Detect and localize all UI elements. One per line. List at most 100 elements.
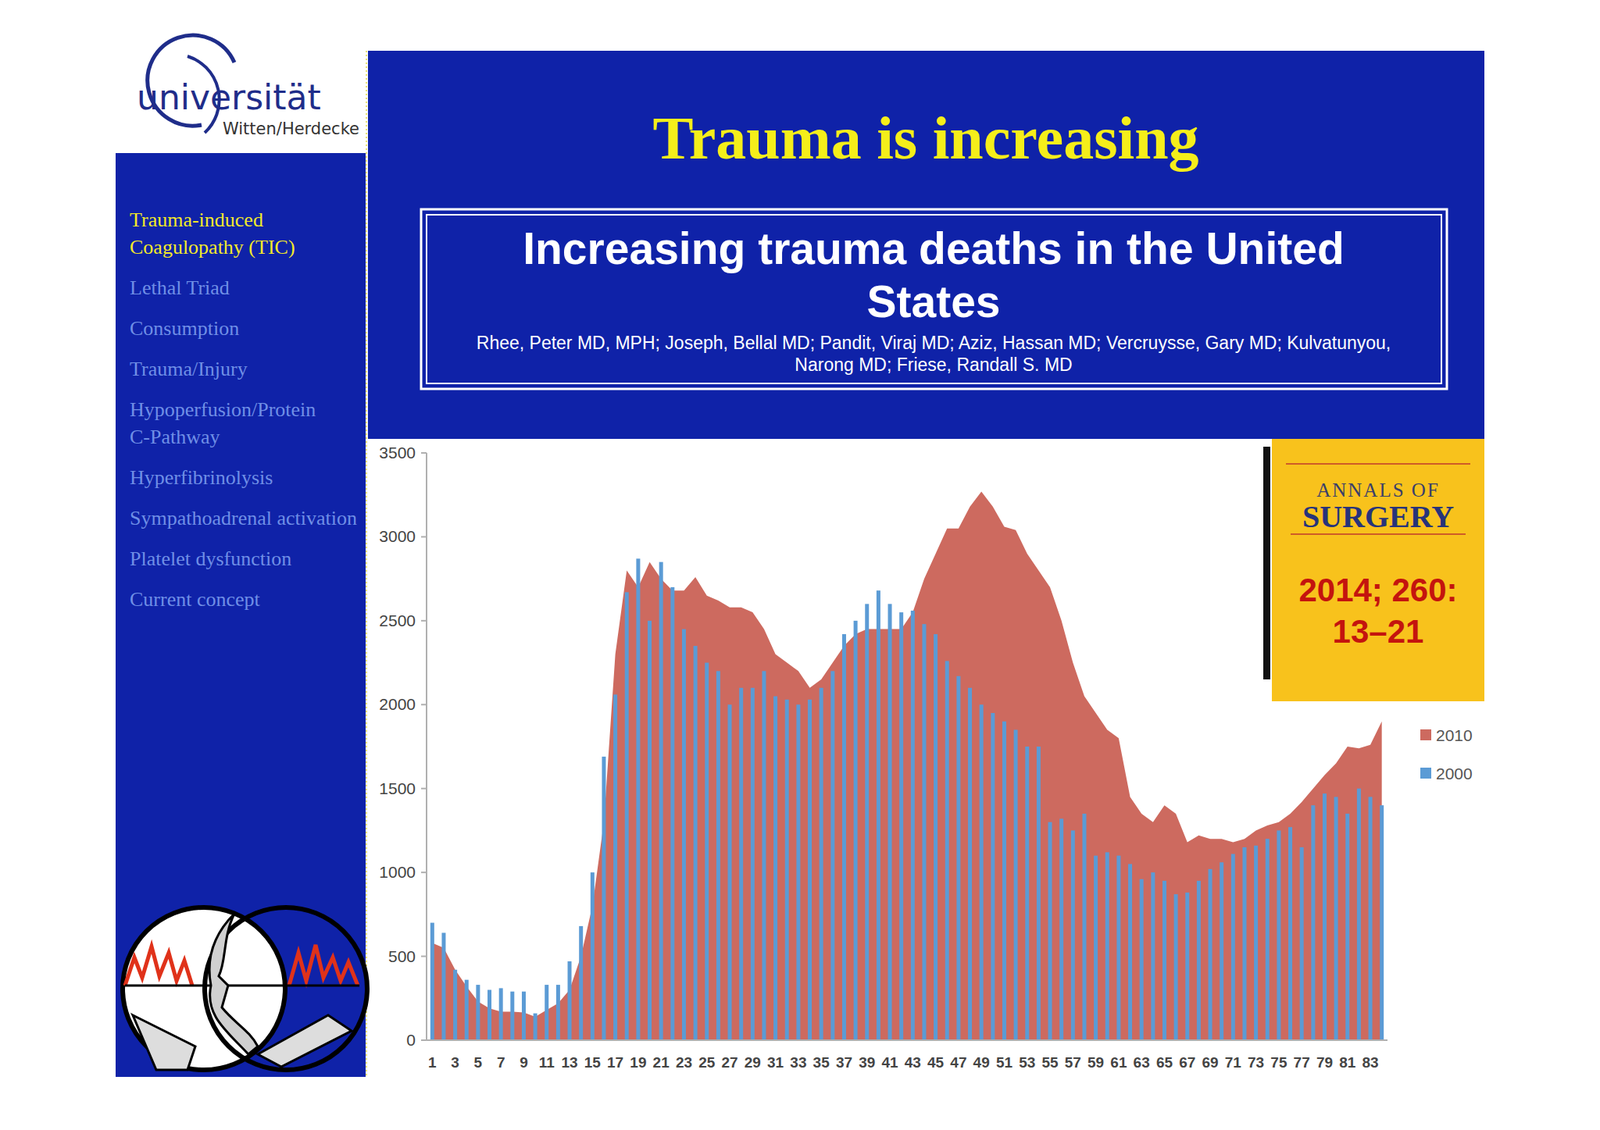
bar: [1174, 894, 1179, 1041]
bar: [990, 713, 995, 1041]
y-tick-label: 2000: [378, 695, 416, 714]
bar: [453, 970, 458, 1041]
paper-title: Increasing trauma deaths in the UnitedSt…: [522, 223, 1345, 327]
bar: [1139, 879, 1144, 1041]
menu-item: Sympathoadrenal activation: [129, 507, 358, 530]
bar: [853, 621, 858, 1041]
x-tick-label: 35: [813, 1054, 831, 1072]
bar: [728, 704, 733, 1041]
menu-item: Current concept: [129, 588, 261, 611]
menu-item: Trauma-inducedCoagulopathy (TIC): [129, 208, 296, 259]
bar: [1345, 814, 1350, 1041]
x-tick-label: 33: [789, 1054, 807, 1072]
box-inner: [426, 214, 1442, 384]
y-tick: [421, 871, 427, 874]
menu-item: Lethal Triad: [129, 276, 230, 300]
legend-label: 2010: [1435, 726, 1473, 745]
x-tick-label: 31: [767, 1054, 785, 1072]
bar: [499, 988, 504, 1041]
x-tick-label: 25: [698, 1054, 716, 1072]
bar: [796, 704, 800, 1041]
x-tick-label: 1: [428, 1054, 437, 1072]
bar: [487, 990, 492, 1041]
bar: [682, 629, 686, 1041]
x-tick-label: 79: [1316, 1054, 1333, 1072]
cover-shadow: [1263, 446, 1271, 680]
x-tick-label: 55: [1041, 1054, 1059, 1072]
x-tick-label: 63: [1133, 1054, 1150, 1072]
y-tick: [421, 1039, 427, 1042]
bar: [1310, 805, 1315, 1041]
menu-item: Hypoperfusion/ProteinC-Pathway: [129, 398, 316, 449]
bar: [659, 562, 664, 1041]
y-tick: [421, 620, 427, 622]
emblem-face: [209, 914, 258, 1055]
y-axis: [425, 453, 428, 1041]
x-tick-label: 59: [1087, 1054, 1104, 1072]
line: Narong MD; Friese, Randall S. MD: [794, 354, 1072, 375]
divider: [365, 50, 368, 1078]
x-tick-label: 37: [835, 1054, 853, 1072]
cover-rule: [1290, 533, 1466, 536]
bar: [785, 700, 790, 1041]
bar: [590, 872, 595, 1041]
bar: [1368, 796, 1373, 1041]
bar: [1219, 862, 1224, 1041]
bar: [979, 704, 984, 1041]
bar: [1322, 793, 1327, 1041]
bar: [510, 992, 515, 1041]
x-tick-label: 39: [858, 1054, 875, 1072]
line: Hyperfibrinolysis: [129, 466, 273, 490]
bar: [441, 932, 446, 1041]
x-tick-label: 69: [1201, 1054, 1218, 1072]
x-tick-label: 43: [904, 1054, 922, 1072]
x-tick-label: 23: [675, 1054, 693, 1072]
bar: [1208, 869, 1213, 1041]
bar: [1276, 830, 1281, 1041]
bar: [1288, 827, 1293, 1041]
x-tick-label: 53: [1018, 1054, 1036, 1072]
bar: [864, 603, 869, 1041]
bar: [430, 923, 435, 1041]
x-tick-label: 21: [653, 1054, 671, 1072]
bar: [1014, 730, 1018, 1041]
x-tick-label: 49: [973, 1054, 990, 1072]
x-tick-label: 75: [1270, 1054, 1288, 1072]
bar: [693, 646, 698, 1041]
y-tick: [421, 788, 427, 790]
bar: [1048, 822, 1053, 1041]
menu-item: Trauma/Injury: [129, 357, 248, 381]
bar: [1093, 856, 1098, 1041]
bar: [601, 757, 606, 1041]
line: Trauma/Injury: [129, 357, 248, 381]
emblem-shape: [132, 1015, 196, 1071]
bar: [1025, 746, 1029, 1041]
bar: [635, 558, 640, 1041]
y-tick: [421, 956, 427, 958]
x-tick-label: 9: [519, 1054, 529, 1072]
x-tick-label: 81: [1339, 1054, 1357, 1072]
cover-rule: [1285, 463, 1471, 465]
bar: [899, 612, 904, 1041]
slide: universitätWitten/HerdeckeTrauma-induced…: [0, 0, 1600, 1130]
menu-item: Consumption: [129, 317, 240, 340]
x-tick-label: 45: [927, 1054, 945, 1072]
background: [0, 0, 1600, 1130]
bar: [1379, 805, 1384, 1041]
y-tick-label: 2500: [378, 611, 416, 630]
bar: [578, 926, 583, 1041]
bar: [1150, 872, 1155, 1041]
bar: [1036, 746, 1041, 1041]
bar: [567, 961, 572, 1041]
line: Sympathoadrenal activation: [129, 507, 358, 530]
title-panel: [367, 50, 1485, 440]
x-tick-label: 65: [1156, 1054, 1174, 1072]
area: [432, 491, 1382, 1041]
bar: [807, 700, 812, 1041]
x-tick-label: 83: [1361, 1054, 1379, 1072]
bar: [1196, 881, 1201, 1041]
bar: [1002, 721, 1007, 1041]
x-tick-label: 71: [1225, 1054, 1243, 1072]
x-tick-label: 41: [881, 1054, 899, 1072]
x-tick-label: 29: [744, 1054, 761, 1072]
